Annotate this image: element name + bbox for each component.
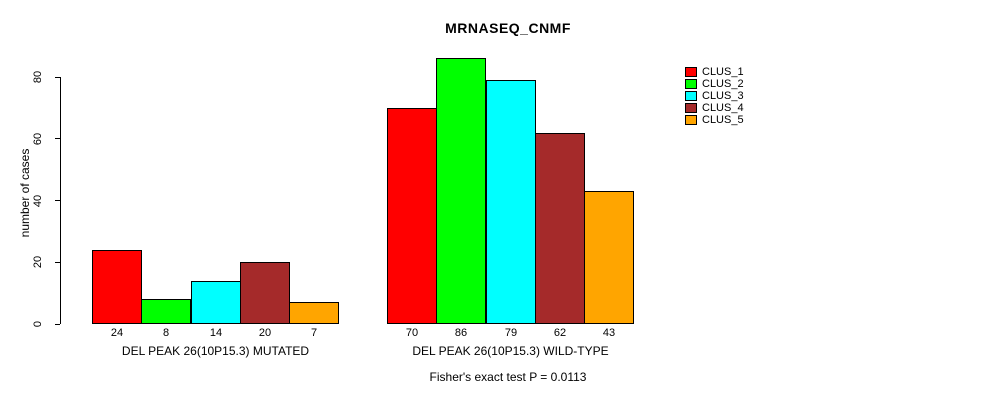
legend: CLUS_1 CLUS_2 CLUS_3 CLUS_4 CLUS_5 — [685, 66, 744, 126]
bar-clus_2-group2 — [436, 58, 486, 324]
x-group-label: DEL PEAK 26(10P15.3) MUTATED — [121, 344, 310, 358]
legend-swatch-icon — [685, 79, 697, 89]
bar-value-label: 79 — [504, 327, 518, 339]
legend-item-clus_4: CLUS_4 — [685, 102, 744, 114]
legend-swatch-icon — [685, 67, 697, 77]
y-tick-mark — [55, 261, 60, 263]
y-tick-label: 0 — [32, 320, 44, 328]
bar-value-label: 20 — [258, 327, 272, 339]
bar-value-label: 86 — [454, 327, 468, 339]
x-group-label: DEL PEAK 26(10P15.3) WILD-TYPE — [412, 344, 609, 358]
y-tick-label: 80 — [32, 70, 44, 84]
bar-clus_5-group2 — [584, 191, 634, 324]
legend-swatch-icon — [685, 115, 697, 125]
y-tick-mark — [55, 200, 60, 201]
legend-swatch-icon — [685, 91, 697, 101]
legend-label: CLUS_5 — [702, 114, 744, 126]
bar-clus_3-group1 — [191, 281, 241, 324]
y-tick-mark — [55, 76, 60, 78]
bar-clus_4-group2 — [535, 133, 585, 324]
bar-value-label: 24 — [110, 327, 124, 339]
legend-item-clus_1: CLUS_1 — [685, 66, 744, 78]
bar-value-label: 7 — [310, 327, 318, 339]
bar-value-label: 14 — [209, 327, 223, 339]
y-axis-line — [60, 77, 61, 324]
legend-label: CLUS_4 — [702, 102, 744, 114]
legend-swatch-icon — [685, 103, 697, 113]
legend-label: CLUS_1 — [702, 66, 744, 78]
bar-value-label: 62 — [553, 327, 567, 339]
bar-clus_4-group1 — [240, 262, 290, 324]
fisher-test-annotation: Fisher's exact test P = 0.0113 — [429, 370, 587, 384]
y-tick-label: 60 — [32, 132, 44, 145]
bar-clus_2-group1 — [141, 299, 191, 324]
legend-label: CLUS_3 — [702, 90, 744, 102]
legend-item-clus_3: CLUS_3 — [685, 90, 744, 102]
y-tick-mark — [55, 323, 60, 325]
bar-value-label: 70 — [405, 327, 419, 339]
bar-clus_3-group2 — [486, 80, 536, 324]
bar-clus_5-group1 — [289, 302, 339, 324]
chart-title: MRNASEQ_CNMF — [445, 20, 571, 36]
bar-clus_1-group2 — [387, 108, 437, 324]
y-tick-label: 40 — [32, 194, 44, 207]
y-tick-mark — [55, 138, 60, 140]
bar-value-label: 8 — [162, 327, 170, 339]
legend-label: CLUS_2 — [702, 78, 744, 90]
legend-item-clus_2: CLUS_2 — [685, 78, 744, 90]
bar-value-label: 43 — [602, 327, 616, 339]
bar-clus_1-group1 — [92, 250, 142, 324]
legend-item-clus_5: CLUS_5 — [685, 114, 744, 126]
y-axis-title: number of cases — [18, 148, 32, 238]
y-tick-label: 20 — [32, 256, 44, 269]
